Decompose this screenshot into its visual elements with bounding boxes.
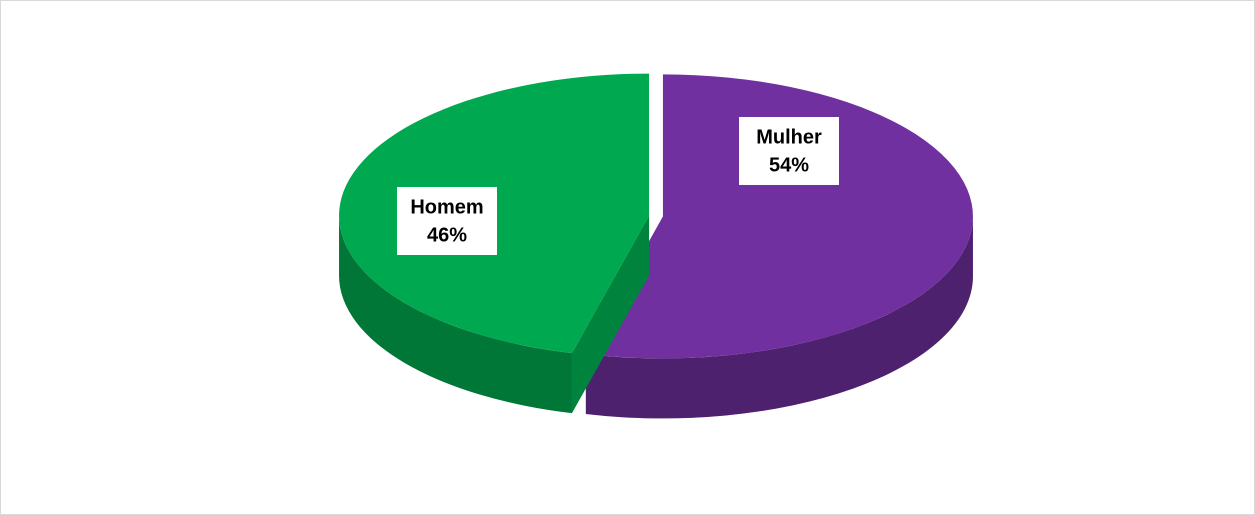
slice-side-shade	[585, 216, 973, 419]
data-label-box	[397, 187, 497, 255]
slice	[585, 74, 973, 359]
slice-cut-shade	[571, 215, 650, 414]
data-label-box	[739, 117, 839, 185]
data-label-value: 54%	[769, 154, 809, 176]
data-label-value: 46%	[427, 224, 467, 246]
slice-side	[585, 216, 973, 419]
slice	[585, 74, 973, 419]
slice-side	[339, 215, 572, 414]
slice-cut-face	[571, 215, 650, 414]
slice-side-shade	[339, 215, 572, 414]
data-label-name: Mulher	[756, 126, 822, 148]
data-label-name: Homem	[410, 196, 483, 218]
